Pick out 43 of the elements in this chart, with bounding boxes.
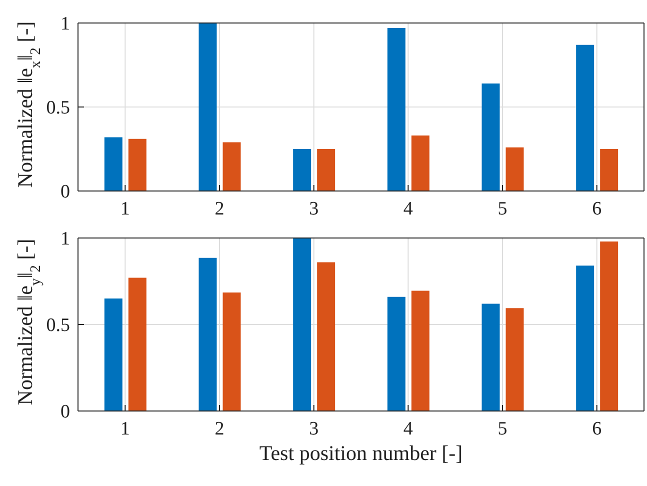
x-tick-label: 3 (309, 198, 319, 220)
y-tick-label: 0.5 (46, 315, 70, 336)
y-tick-label: 1 (60, 228, 70, 250)
bar (506, 147, 524, 191)
x-tick-label: 2 (214, 198, 224, 220)
bar (104, 137, 122, 191)
bar (104, 298, 122, 411)
y-tick-label: 1 (60, 14, 70, 35)
bar (128, 278, 146, 411)
bar (576, 266, 594, 411)
bar (198, 258, 217, 411)
bar (411, 290, 430, 411)
bar (482, 304, 500, 411)
x-tick-label: 2 (214, 418, 224, 440)
y-tick-label: 0.5 (46, 98, 70, 119)
bar (222, 292, 241, 411)
x-tick-label: 6 (592, 418, 602, 440)
x-tick-label: 6 (592, 198, 602, 220)
x-axis-title: Test position number [-] (259, 440, 463, 465)
bar (411, 136, 430, 191)
bar (222, 142, 241, 191)
x-tick-label: 1 (120, 418, 130, 440)
x-tick-label: 5 (498, 418, 508, 440)
bar (387, 296, 406, 411)
x-tick-label: 4 (403, 418, 414, 440)
y-tick-label: 0 (60, 402, 70, 423)
bar (293, 238, 312, 411)
x-tick-label: 3 (309, 418, 319, 440)
bar (387, 28, 406, 191)
bar (482, 83, 500, 191)
bar (576, 44, 594, 191)
bar (128, 138, 146, 191)
x-tick-label: 4 (403, 198, 414, 220)
bar (198, 23, 217, 191)
bar (506, 308, 524, 411)
y-tick-label: 0 (60, 182, 70, 203)
x-tick-label: 5 (498, 198, 508, 220)
bar (600, 149, 618, 191)
bar (317, 262, 336, 411)
bar (600, 241, 618, 411)
x-tick-label: 1 (120, 198, 130, 220)
bar (293, 149, 312, 191)
bar (317, 149, 336, 191)
